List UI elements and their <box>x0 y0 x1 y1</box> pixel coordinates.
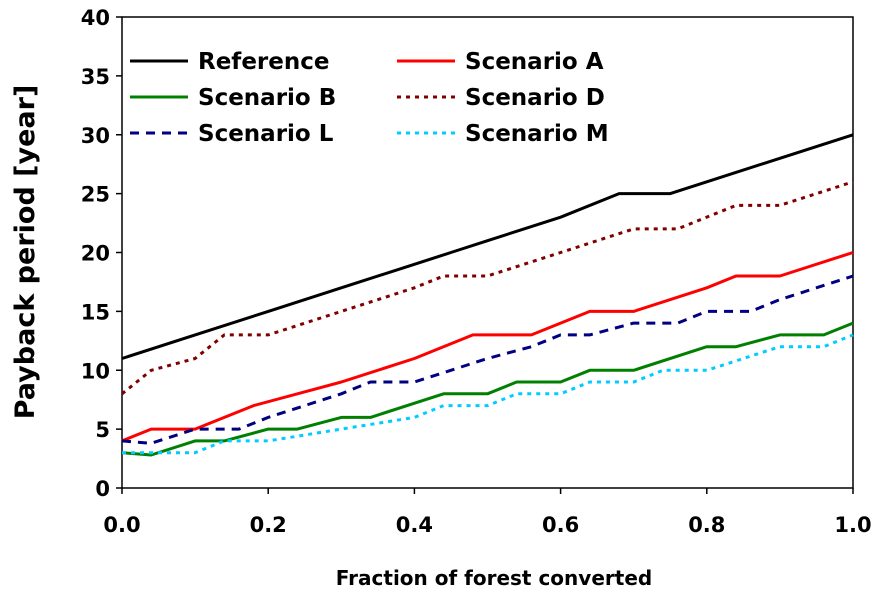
legend-item-scenario-b: Scenario B <box>130 85 336 111</box>
x-tick-label: 0.8 <box>688 513 725 537</box>
series-line-scenario-d <box>121 180 854 395</box>
series-group <box>121 133 854 457</box>
legend-item-scenario-a: Scenario A <box>397 49 604 75</box>
legend-label: Scenario A <box>465 49 604 75</box>
y-tick-label: 20 <box>81 242 110 266</box>
legend-label: Reference <box>198 49 329 75</box>
y-tick-label: 30 <box>81 124 110 148</box>
legend: Reference Scenario A Scenario B Scenario D S… <box>130 49 609 147</box>
series-line-scenario-m <box>122 333 854 455</box>
x-tick-label: 0.2 <box>250 513 287 537</box>
y-axis: 0 5 10 15 20 25 30 35 40 <box>81 6 122 501</box>
y-tick-label: 40 <box>81 6 110 30</box>
x-tick-label: 1.0 <box>834 513 871 537</box>
series-line-scenario-a <box>121 251 854 443</box>
series-line-scenario-b <box>121 321 854 457</box>
y-tick-label: 10 <box>81 359 110 383</box>
legend-label: Scenario L <box>198 121 334 147</box>
x-tick-label: 0.6 <box>542 513 579 537</box>
legend-label: Scenario D <box>465 85 605 111</box>
legend-item-reference: Reference <box>130 49 329 75</box>
y-tick-label: 35 <box>81 65 110 89</box>
y-tick-label: 25 <box>81 183 110 207</box>
legend-item-scenario-l: Scenario L <box>130 121 334 147</box>
y-tick-label: 15 <box>81 300 110 324</box>
y-tick-label: 0 <box>95 477 110 501</box>
x-axis: 0.0 0.2 0.4 0.6 0.8 1.0 <box>103 488 872 537</box>
legend-label: Scenario B <box>198 85 336 111</box>
legend-label: Scenario M <box>465 121 609 147</box>
y-tick-label: 5 <box>95 418 110 442</box>
legend-item-scenario-m: Scenario M <box>397 121 609 147</box>
x-axis-title: Fraction of forest converted <box>336 566 652 590</box>
y-axis-title: Payback period [year] <box>10 85 41 420</box>
series-line-reference <box>121 133 854 360</box>
x-tick-label: 0.4 <box>396 513 433 537</box>
series-line-scenario-l <box>121 274 854 445</box>
x-tick-label: 0.0 <box>103 513 140 537</box>
legend-item-scenario-d: Scenario D <box>397 85 605 111</box>
